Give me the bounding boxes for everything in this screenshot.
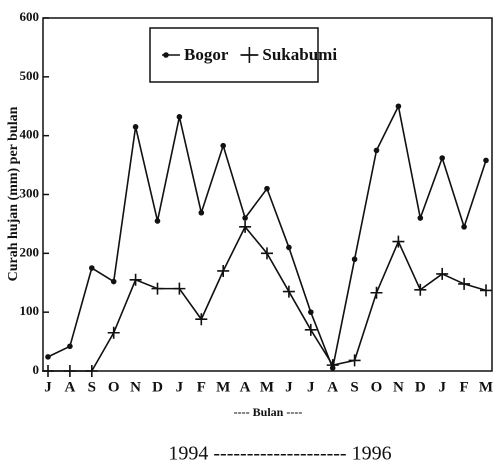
- point: [195, 313, 208, 326]
- point: [151, 282, 164, 295]
- point: [129, 273, 142, 286]
- point: [220, 142, 226, 149]
- y-tick-label: 300: [20, 185, 40, 200]
- y-tick-label: 600: [20, 9, 40, 24]
- point: [107, 326, 120, 339]
- point: [45, 354, 51, 360]
- point: [217, 264, 230, 277]
- point: [439, 155, 446, 161]
- x-tick-label: J: [307, 379, 315, 395]
- y-tick-label: 100: [20, 303, 40, 318]
- x-tick-label: D: [152, 379, 163, 395]
- point: [173, 282, 186, 295]
- point: [176, 114, 183, 120]
- x-axis-label: ---- Bulan ----: [234, 405, 303, 419]
- x-tick-label: J: [176, 379, 184, 395]
- point: [308, 309, 314, 315]
- point: [154, 218, 161, 224]
- x-tick-label: A: [327, 379, 338, 395]
- point: [304, 323, 317, 336]
- x-tick-label: J: [44, 379, 52, 395]
- x-tick-label: N: [130, 379, 141, 395]
- point: [242, 215, 248, 221]
- point: [282, 285, 295, 298]
- x-tick-label: O: [371, 379, 383, 395]
- x-tick-label: N: [393, 379, 404, 395]
- point: [264, 185, 270, 192]
- point: [370, 286, 383, 299]
- y-tick-label: 0: [33, 362, 40, 377]
- x-tick-label: F: [460, 379, 469, 395]
- y-axis-label: Curah hujan (mm) per bulan: [6, 106, 21, 281]
- point: [414, 283, 427, 296]
- x-tick-label: M: [260, 379, 274, 395]
- point: [132, 124, 139, 130]
- point: [261, 247, 273, 260]
- y-tick-label: 500: [20, 68, 40, 83]
- point: [348, 354, 361, 367]
- y-tick-label: 400: [20, 127, 40, 142]
- legend-label: Bogor: [184, 45, 229, 64]
- legend-label: Sukabumi: [262, 45, 337, 64]
- point: [417, 215, 424, 221]
- x-tick-label: M: [479, 379, 493, 395]
- point: [461, 224, 467, 230]
- x-tick-label: A: [64, 379, 75, 395]
- point: [458, 277, 471, 290]
- point: [89, 265, 95, 271]
- point: [351, 256, 358, 263]
- point: [373, 147, 380, 154]
- x-tick-label: M: [216, 379, 230, 395]
- x-tick-label: D: [415, 379, 426, 395]
- period-label: 1994 -------------------- 1996: [168, 443, 391, 465]
- point: [286, 244, 292, 251]
- x-tick-label: S: [88, 379, 96, 395]
- point: [198, 209, 205, 216]
- x-tick-label: J: [438, 379, 446, 395]
- x-tick-label: O: [108, 379, 120, 395]
- legend-marker: [241, 47, 258, 63]
- point: [67, 343, 73, 350]
- point: [392, 235, 405, 248]
- x-tick-label: F: [197, 379, 206, 395]
- y-tick-label: 200: [20, 244, 40, 259]
- point: [110, 278, 117, 285]
- point: [239, 220, 252, 233]
- point: [85, 365, 98, 377]
- x-tick-label: A: [240, 379, 251, 395]
- point: [436, 267, 449, 280]
- x-tick-label: J: [285, 379, 293, 395]
- point: [326, 359, 339, 372]
- point: [483, 157, 489, 164]
- point: [42, 365, 54, 377]
- x-tick-label: S: [350, 379, 358, 395]
- point: [395, 103, 402, 110]
- legend-marker: [163, 52, 169, 58]
- point: [63, 365, 76, 377]
- point: [480, 284, 492, 297]
